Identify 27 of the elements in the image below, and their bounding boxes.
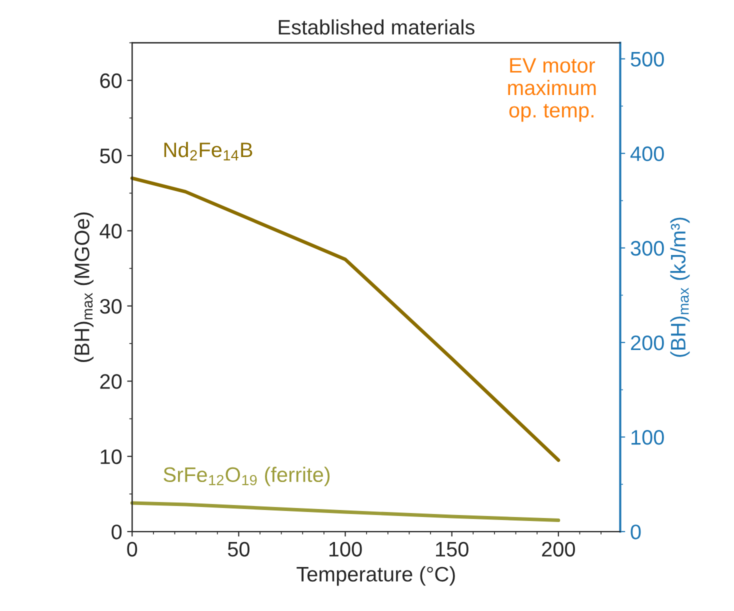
line-series xyxy=(130,176,560,462)
y-tick-label: 20 xyxy=(100,374,122,389)
x-tick-label: 0 xyxy=(127,542,138,557)
x-tick-label: 100 xyxy=(329,542,362,557)
y2-axis-title: (BH)$_{max}$ (kJ/m³) xyxy=(670,218,690,357)
y-tick-label: 40 xyxy=(100,224,122,239)
y2-tick-label: 400 xyxy=(630,146,664,162)
y2-tick-label: 0 xyxy=(630,524,641,540)
chart-title: Established materials xyxy=(278,19,474,35)
x-tick-label: 150 xyxy=(436,542,468,557)
y2-tick-label: 100 xyxy=(632,430,664,445)
annotation: EV motor maximum op. temp. xyxy=(508,58,596,122)
x-axis-title: Temperature (°C) xyxy=(296,566,455,586)
series-label: Nd$_{2}$Fe$_{14}$B xyxy=(164,142,252,160)
y-tick-label: 60 xyxy=(100,73,122,88)
y-tick-label: 30 xyxy=(100,298,122,314)
y2-tick-label: 500 xyxy=(630,52,664,67)
line-series xyxy=(130,501,560,522)
y-tick-label: 50 xyxy=(100,148,122,164)
x-tick-label: 50 xyxy=(228,542,250,557)
y2-tick-label: 200 xyxy=(631,335,664,350)
y-axis-title: (BH)$_{max}$ (MGOe) xyxy=(74,212,94,362)
y2-tick-label: 300 xyxy=(630,240,664,256)
y-tick-label: 0 xyxy=(112,524,122,540)
y-tick-label: 10 xyxy=(100,449,122,464)
series-label: SrFe$_{12}$O$_{19}$ (ferrite) xyxy=(164,466,330,486)
x-tick-label: 200 xyxy=(542,542,575,557)
